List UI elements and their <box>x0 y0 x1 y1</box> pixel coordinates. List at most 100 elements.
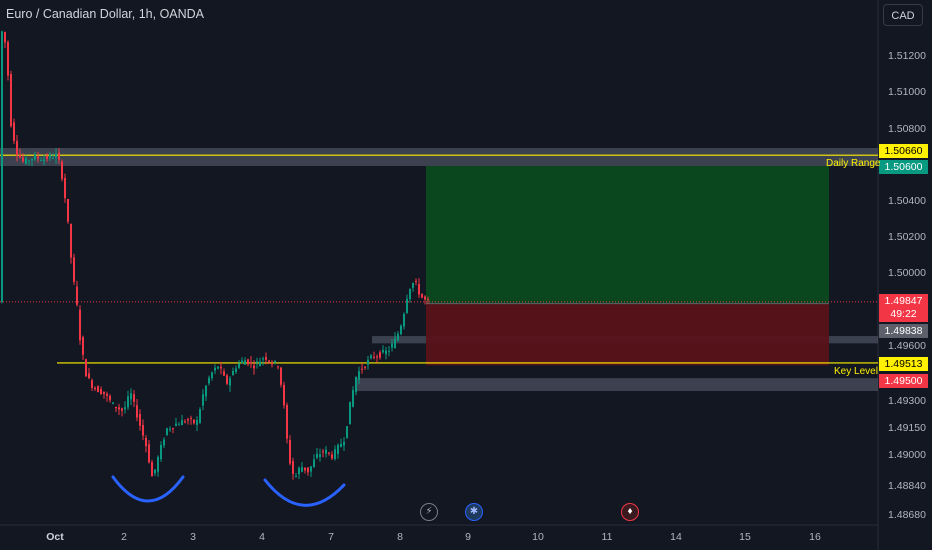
candle-body <box>49 154 51 159</box>
candle-body <box>370 355 372 359</box>
candle-body <box>253 365 255 369</box>
candle-body <box>184 421 186 423</box>
price-tag: 1.49513 <box>879 357 928 371</box>
currency-button[interactable]: CAD <box>883 4 923 26</box>
time-tick-label: 10 <box>532 531 544 543</box>
flash-event-icon[interactable]: ⚡ <box>420 503 438 521</box>
candle-body <box>250 362 252 364</box>
candle-body <box>55 153 57 158</box>
candle-body <box>325 449 327 454</box>
candle-body <box>412 283 414 288</box>
price-tick-label: 1.49000 <box>888 449 926 461</box>
price-tick-label: 1.49300 <box>888 395 926 407</box>
candle-body <box>115 406 117 409</box>
candle-body <box>106 393 108 396</box>
candle-body <box>292 461 294 474</box>
candle-body <box>220 366 222 369</box>
time-tick-label: 7 <box>328 531 334 543</box>
candle-body <box>82 337 84 355</box>
candle-body <box>64 177 66 199</box>
candle-body <box>34 154 36 160</box>
price-tick-label: 1.50400 <box>888 195 926 207</box>
candle-body <box>112 402 114 404</box>
candle-body <box>178 424 180 426</box>
candle-body <box>4 32 6 43</box>
candle-body <box>22 157 24 162</box>
candle-body <box>103 391 105 395</box>
candle-body <box>52 157 54 159</box>
time-tick-label: 3 <box>190 531 196 543</box>
candle-body <box>400 325 402 335</box>
earnings-event-icon[interactable]: ✱ <box>465 503 483 521</box>
target-zone <box>426 166 829 304</box>
candle-body <box>361 368 363 370</box>
candle-body <box>262 358 264 360</box>
price-tag: 1.50660 <box>879 144 928 158</box>
candle-body <box>355 376 357 393</box>
candle-body <box>67 198 69 222</box>
candle-body <box>40 160 42 162</box>
candle-body <box>307 467 309 473</box>
candle-body <box>391 343 393 348</box>
time-tick-label: 15 <box>739 531 751 543</box>
price-tick-label: 1.49150 <box>888 422 926 434</box>
candle-body <box>205 385 207 397</box>
price-tag: 1.49847 49:22 <box>879 294 928 322</box>
candle-body <box>322 451 324 453</box>
candle-body <box>214 367 216 371</box>
candle-body <box>343 441 345 446</box>
price-tag: 1.50600 <box>879 160 928 174</box>
candle-body <box>280 367 282 385</box>
candle-body <box>424 296 426 300</box>
candle-body <box>139 413 141 426</box>
key-level-label: Key Level <box>834 366 878 377</box>
candle-body <box>19 154 21 158</box>
candle-body <box>358 371 360 380</box>
time-tick-label: 9 <box>465 531 471 543</box>
candle-body <box>88 373 90 379</box>
canada-flag-event-icon[interactable]: ♦ <box>621 503 639 521</box>
candle-body <box>373 356 375 358</box>
price-tick-label: 1.50800 <box>888 123 926 135</box>
candle-body <box>160 444 162 460</box>
candle-body <box>301 467 303 472</box>
time-tick-label: 11 <box>601 531 613 543</box>
time-tick-label: 14 <box>670 531 682 543</box>
candle-body <box>97 386 99 393</box>
candle-body <box>70 223 72 258</box>
candle-body <box>73 257 75 282</box>
daily-range-label: Daily Range <box>826 158 881 169</box>
candle-body <box>238 363 240 368</box>
chart-title: Euro / Canadian Dollar, 1h, OANDA <box>6 7 205 21</box>
candle-body <box>247 359 249 365</box>
candle-body <box>124 407 126 410</box>
candle-body <box>409 288 411 300</box>
candle-body <box>109 395 111 401</box>
candle-body <box>91 380 93 388</box>
candle-body <box>304 467 306 471</box>
candle-body <box>163 439 165 446</box>
candle-body <box>421 293 423 298</box>
candle-body <box>61 161 63 180</box>
candle-body <box>85 359 87 377</box>
time-tick-label: 4 <box>259 531 265 543</box>
candle-body <box>334 449 336 460</box>
candle-body <box>316 453 318 458</box>
candle-body <box>259 361 261 367</box>
candle-body <box>145 438 147 447</box>
pattern-curve-left <box>111 475 185 503</box>
candle-body <box>310 466 312 472</box>
candle-body <box>136 405 138 418</box>
candle-body <box>1 31 3 302</box>
candle-body <box>286 404 288 439</box>
candle-body <box>328 452 330 454</box>
candle-body <box>283 384 285 406</box>
candle-body <box>7 42 9 76</box>
candle-body <box>274 360 276 363</box>
candle-body <box>376 356 378 358</box>
candle-body <box>175 423 177 426</box>
candle-body <box>418 284 420 295</box>
stop-zone <box>426 303 829 366</box>
candle-body <box>58 152 60 160</box>
